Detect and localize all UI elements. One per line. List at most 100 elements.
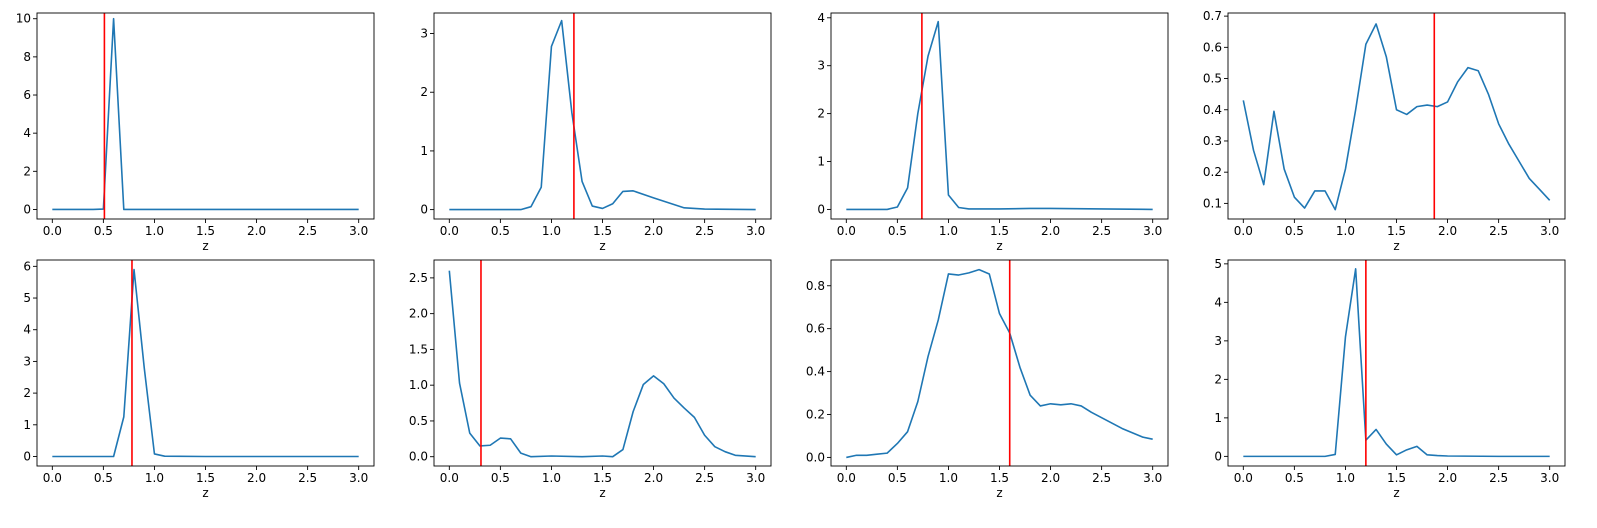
x-tick-label: 1.5: [1387, 224, 1406, 238]
y-tick-label: 3: [817, 59, 825, 73]
x-axis-label: z: [996, 486, 1002, 500]
series-line: [52, 268, 359, 458]
y-tick-label: 0: [420, 203, 428, 217]
y-tick-label: 2: [1214, 372, 1222, 386]
x-tick-label: 1.0: [542, 471, 561, 485]
x-tick-label: 0.0: [440, 224, 459, 238]
y-tick-label: 1: [23, 418, 31, 432]
x-tick-label: 1.5: [196, 224, 215, 238]
y-tick-label: 4: [23, 323, 31, 337]
x-tick-label: 1.0: [145, 224, 164, 238]
x-tick-label: 3.0: [1143, 224, 1162, 238]
x-tick-label: 3.0: [746, 471, 765, 485]
subplot-5: 0.0 0.5 1.0 1.5 2.0 2.5 3.0 0 1 2 3 4 5 6 z: [23, 259, 375, 500]
x-tick-label: 1.5: [990, 224, 1009, 238]
x-tick-label: 2.0: [1438, 471, 1457, 485]
y-tick-label: 2.5: [409, 271, 428, 285]
y-tick-label: 8: [23, 50, 31, 64]
y-tick-label: 1: [1214, 411, 1222, 425]
x-tick-label: 0.5: [1285, 224, 1304, 238]
y-tick-label: 0.6: [806, 322, 825, 336]
x-tick-label: 2.0: [644, 224, 663, 238]
x-axis-label: z: [996, 239, 1002, 253]
x-tick-label: 1.0: [145, 471, 164, 485]
x-tick-label: 1.0: [1336, 224, 1355, 238]
y-tick-label: 2.0: [409, 307, 428, 321]
x-tick-label: 1.0: [939, 471, 958, 485]
subplot-2: 0.0 0.5 1.0 1.5 2.0 2.5 3.0 0 1 2 3 z: [420, 12, 772, 253]
y-tick-label: 6: [23, 259, 31, 273]
x-tick-label: 0.5: [94, 224, 113, 238]
y-tick-label: 2: [23, 386, 31, 400]
x-tick-label: 1.5: [593, 224, 612, 238]
x-tick-label: 0.5: [491, 471, 510, 485]
y-tick-label: 6: [23, 88, 31, 102]
y-tick-label: 0.1: [1203, 196, 1222, 210]
y-tick-label: 0.4: [1203, 103, 1222, 117]
x-tick-label: 1.0: [1336, 471, 1355, 485]
subplot-8: 0.0 0.5 1.0 1.5 2.0 2.5 3.0 0 1 2 3 4 5 z: [1214, 257, 1566, 500]
y-tick-label: 3: [420, 27, 428, 41]
x-tick-label: 1.5: [1387, 471, 1406, 485]
x-tick-label: 3.0: [1540, 224, 1559, 238]
x-tick-label: 1.5: [196, 471, 215, 485]
y-tick-label: 0: [1214, 449, 1222, 463]
x-tick-label: 0.0: [440, 471, 459, 485]
x-tick-label: 1.0: [542, 224, 561, 238]
subplot-6: 0.0 0.5 1.0 1.5 2.0 2.5 3.0 0.0 0.5 1.0 1.5 2.0 2.5 z: [409, 259, 772, 500]
x-tick-label: 1.5: [593, 471, 612, 485]
y-tick-label: 1.5: [409, 342, 428, 356]
series-line: [846, 268, 1153, 459]
x-tick-label: 2.5: [1489, 224, 1508, 238]
x-tick-label: 3.0: [1143, 471, 1162, 485]
y-tick-label: 0.8: [806, 279, 825, 293]
x-tick-label: 2.5: [695, 471, 714, 485]
y-tick-label: 0.3: [1203, 134, 1222, 148]
y-tick-label: 0.6: [1203, 40, 1222, 54]
y-tick-label: 3: [1214, 334, 1222, 348]
x-tick-label: 0.0: [1234, 471, 1253, 485]
y-tick-label: 0.0: [806, 450, 825, 464]
x-axis-label: z: [599, 486, 605, 500]
y-tick-label: 4: [23, 126, 31, 140]
subplot-7: 0.0 0.5 1.0 1.5 2.0 2.5 3.0 0.0 0.2 0.4 0.6 0.8 z: [806, 259, 1169, 500]
y-tick-label: 1.0: [409, 378, 428, 392]
x-tick-label: 0.5: [1285, 471, 1304, 485]
x-axis-label: z: [1393, 486, 1399, 500]
x-tick-label: 2.5: [695, 224, 714, 238]
x-tick-label: 0.0: [837, 471, 856, 485]
x-tick-label: 2.5: [1092, 471, 1111, 485]
x-tick-label: 2.5: [1092, 224, 1111, 238]
y-tick-label: 2: [23, 164, 31, 178]
y-tick-label: 0.7: [1203, 9, 1222, 23]
y-tick-label: 5: [1214, 257, 1222, 271]
y-tick-label: 1: [420, 144, 428, 158]
series-line: [448, 270, 756, 458]
x-tick-label: 2.5: [298, 471, 317, 485]
x-axis-label: z: [202, 239, 208, 253]
y-tick-label: 4: [817, 11, 825, 25]
x-tick-label: 2.0: [247, 471, 266, 485]
y-tick-label: 0.5: [409, 414, 428, 428]
x-axis-label: z: [1393, 239, 1399, 253]
y-tick-label: 2: [420, 85, 428, 99]
series-line: [1242, 23, 1551, 211]
x-tick-label: 0.0: [43, 471, 62, 485]
x-axis-label: z: [202, 486, 208, 500]
y-tick-label: 3: [23, 354, 31, 368]
y-tick-label: 0.0: [409, 450, 428, 464]
y-tick-label: 0: [817, 202, 825, 216]
y-tick-label: 10: [16, 12, 31, 26]
x-tick-label: 3.0: [1540, 471, 1559, 485]
series-line: [52, 17, 359, 211]
x-tick-label: 0.0: [43, 224, 62, 238]
y-tick-label: 0: [23, 202, 31, 216]
x-tick-label: 2.5: [298, 224, 317, 238]
x-tick-label: 3.0: [746, 224, 765, 238]
x-tick-label: 0.0: [1234, 224, 1253, 238]
y-tick-label: 1: [817, 155, 825, 169]
x-tick-label: 2.0: [1041, 471, 1060, 485]
y-tick-label: 0.2: [806, 408, 825, 422]
x-tick-label: 0.5: [888, 224, 907, 238]
